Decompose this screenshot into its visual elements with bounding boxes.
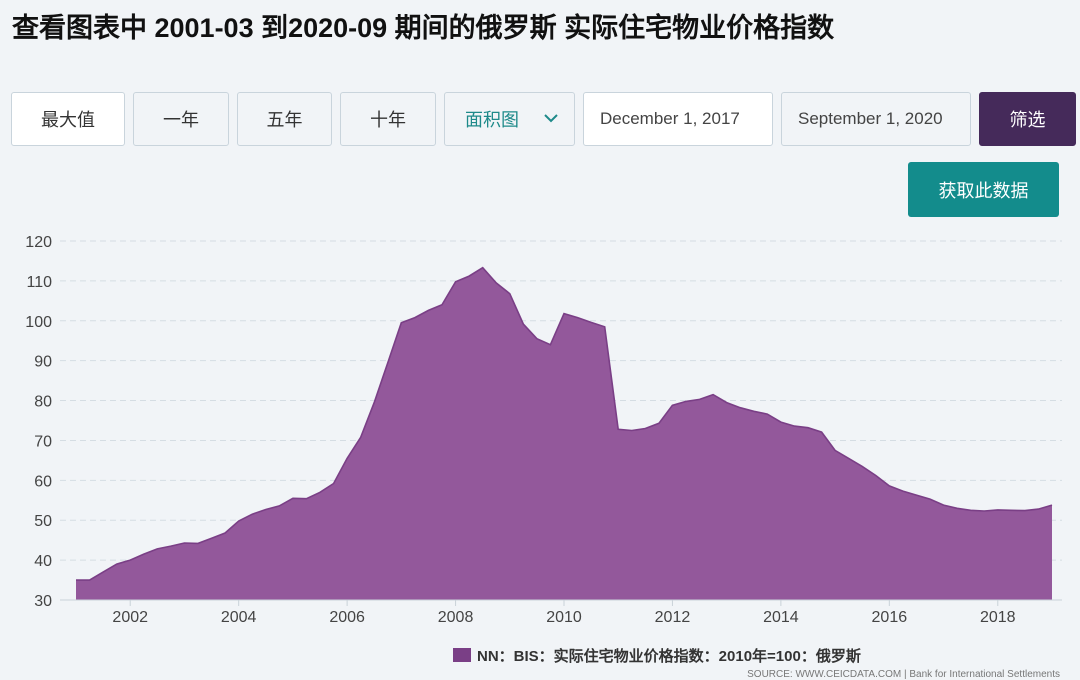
y-tick-label: 30 bbox=[34, 593, 52, 610]
filter-button-label: 筛选 bbox=[1009, 110, 1046, 130]
range-button-5y-label: 五年 bbox=[266, 110, 303, 130]
x-tick-label: 2012 bbox=[655, 609, 691, 626]
source-note: SOURCE: WWW.CEICDATA.COM | Bank for Inte… bbox=[747, 669, 1060, 680]
legend-label: NN：BIS：实际住宅物业价格指数：2010年=100：俄罗斯 bbox=[477, 647, 861, 665]
x-tick-label: 2008 bbox=[438, 609, 474, 626]
y-tick-label: 80 bbox=[34, 394, 52, 411]
get-data-button-label: 获取此数据 bbox=[938, 180, 1029, 201]
y-axis-ticks: 30 40 50 60 70 80 90 100 110 120 bbox=[25, 234, 52, 610]
x-tick-label: 2006 bbox=[329, 609, 365, 626]
y-tick-label: 90 bbox=[34, 354, 52, 371]
end-date-value: September 1, 2020 bbox=[798, 109, 943, 128]
y-tick-label: 100 bbox=[25, 314, 52, 331]
range-button-10y-label: 十年 bbox=[370, 110, 406, 130]
range-button-5y[interactable]: 五年 bbox=[237, 92, 332, 146]
y-tick-label: 40 bbox=[34, 553, 52, 570]
y-tick-label: 120 bbox=[25, 234, 52, 251]
x-tick-label: 2016 bbox=[872, 609, 908, 626]
get-data-button[interactable]: 获取此数据 bbox=[908, 162, 1059, 217]
start-date-value: December 1, 2017 bbox=[600, 109, 740, 128]
range-button-1y[interactable]: 一年 bbox=[133, 92, 229, 146]
range-button-max[interactable]: 最大值 bbox=[11, 92, 125, 146]
x-tick-label: 2018 bbox=[980, 609, 1016, 626]
end-date-input[interactable]: September 1, 2020 bbox=[781, 92, 971, 146]
chart-type-select[interactable]: 面积图 bbox=[444, 92, 575, 146]
series-area bbox=[76, 266, 1053, 600]
range-button-10y[interactable]: 十年 bbox=[340, 92, 436, 146]
filter-button[interactable]: 筛选 bbox=[979, 92, 1076, 146]
x-tick-label: 2014 bbox=[763, 609, 799, 626]
y-tick-label: 60 bbox=[34, 473, 52, 490]
legend: NN：BIS：实际住宅物业价格指数：2010年=100：俄罗斯 bbox=[453, 647, 861, 665]
page-title: 查看图表中 2001-03 到2020-09 期间的俄罗斯 实际住宅物业价格指数 bbox=[12, 13, 835, 43]
x-tick-label: 2004 bbox=[221, 609, 257, 626]
legend-swatch bbox=[453, 648, 471, 662]
range-button-1y-label: 一年 bbox=[163, 110, 199, 130]
chart-type-label: 面积图 bbox=[465, 110, 519, 130]
chevron-down-icon bbox=[544, 114, 558, 123]
series-line bbox=[76, 266, 1053, 581]
y-tick-label: 50 bbox=[34, 513, 52, 530]
x-tick-label: 2010 bbox=[546, 609, 582, 626]
y-tick-label: 110 bbox=[26, 274, 52, 291]
range-button-max-label: 最大值 bbox=[41, 110, 95, 130]
area-fill bbox=[76, 267, 1052, 600]
x-tick-label: 2002 bbox=[112, 609, 148, 626]
y-tick-label: 70 bbox=[34, 433, 52, 450]
start-date-input[interactable]: December 1, 2017 bbox=[583, 92, 773, 146]
x-axis-ticks: 2002 2004 2006 2008 2010 2012 2014 2016 2018 bbox=[60, 599, 1062, 626]
